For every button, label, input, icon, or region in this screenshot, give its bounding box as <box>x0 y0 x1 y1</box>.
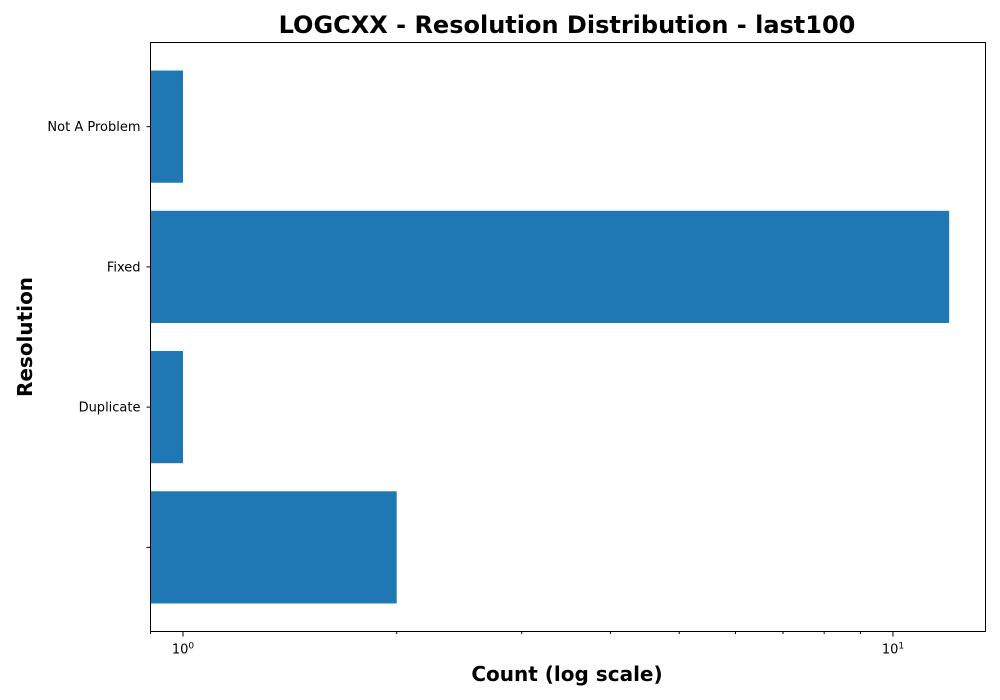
bar <box>150 491 397 604</box>
bar <box>150 210 950 323</box>
bar <box>150 70 183 183</box>
bar <box>150 351 183 464</box>
x-tick-label: 100 <box>172 642 195 658</box>
y-tick-label: Fixed <box>107 260 141 275</box>
chart-title: LOGCXX - Resolution Distribution - last1… <box>279 11 856 39</box>
x-tick-label: 101 <box>882 642 904 658</box>
y-axis: Duplicate Fixed Not A Problem <box>47 120 151 548</box>
x-axis-label: Count (log scale) <box>471 662 662 686</box>
y-axis-label: Resolution <box>13 277 37 397</box>
plot-frame <box>150 42 986 632</box>
y-tick-label: Not A Problem <box>47 120 140 135</box>
y-tick-label: Duplicate <box>79 401 141 416</box>
x-axis: 100 101 <box>150 631 904 658</box>
plot-area <box>150 70 950 604</box>
